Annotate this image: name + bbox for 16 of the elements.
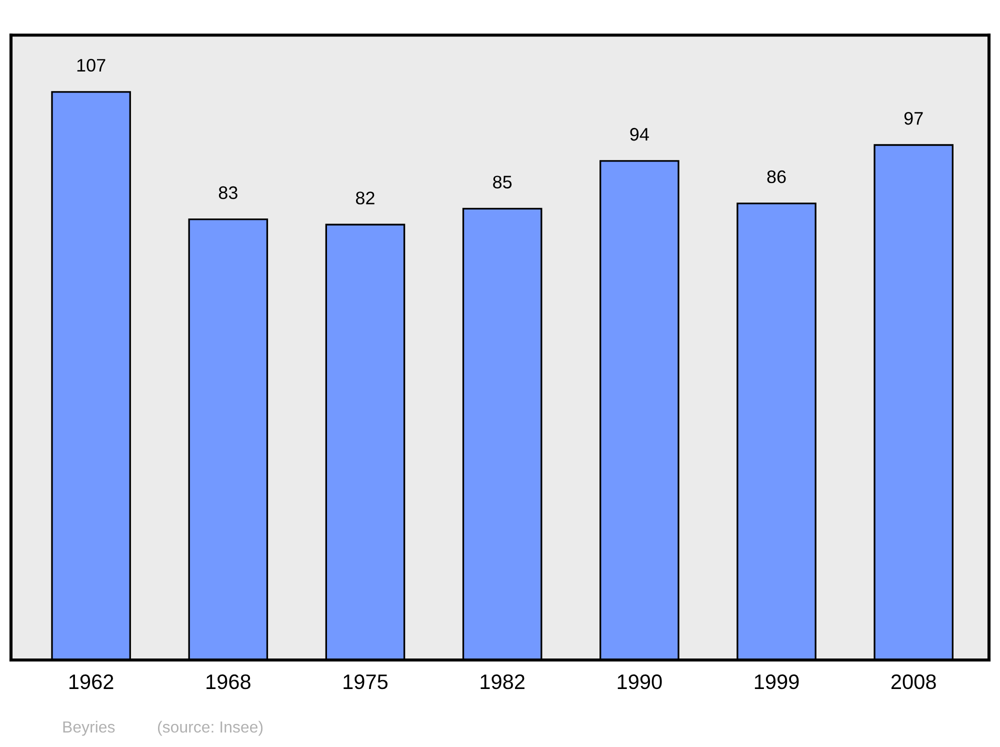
data-label: 85 [493,176,512,188]
x-tick-label: 1962 [69,674,114,690]
data-label: 82 [356,192,374,204]
x-tick-label: 1968 [206,674,250,690]
data-label: 94 [630,128,649,141]
x-tick-label: 1982 [480,674,524,690]
x-tick-label: 1999 [754,674,799,690]
data-label: 86 [767,170,786,184]
text: Beyries [63,720,115,736]
data-label: 83 [218,186,238,200]
x-tick-label: 1975 [344,674,388,690]
text: (source: Insee) [158,720,263,736]
x-tick-label: 2008 [891,674,936,690]
data-label: 107 [77,58,106,72]
x-tick-label: 1990 [618,674,662,690]
data-label: 97 [904,112,923,125]
